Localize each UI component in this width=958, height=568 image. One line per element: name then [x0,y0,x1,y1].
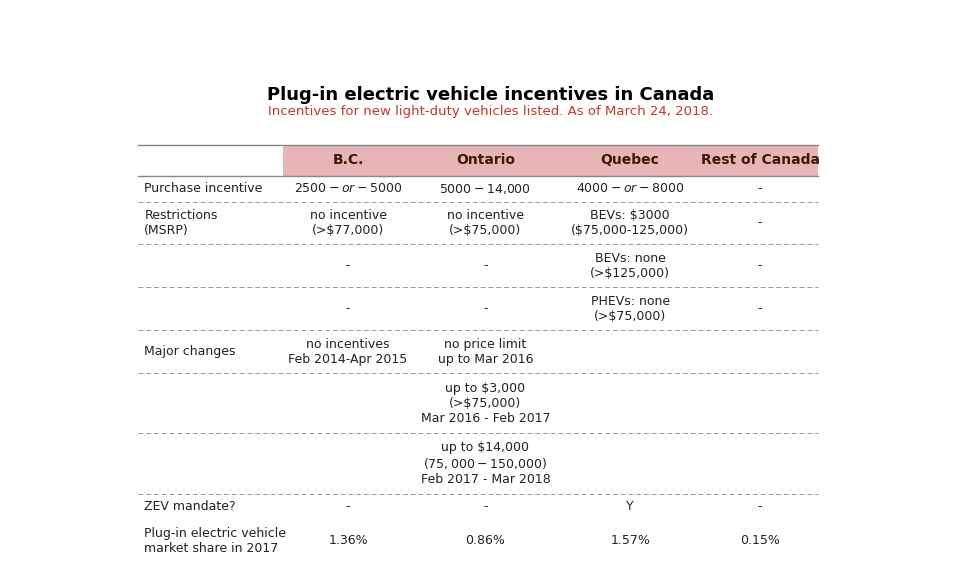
Text: Incentives for new light-duty vehicles listed. As of March 24, 2018.: Incentives for new light-duty vehicles l… [268,105,714,118]
Text: Ontario: Ontario [456,153,514,168]
Text: Restrictions
(MSRP): Restrictions (MSRP) [145,209,217,237]
Text: -: - [758,302,763,315]
Text: 0.86%: 0.86% [466,534,505,547]
Text: -: - [346,260,351,272]
Text: Y: Y [627,500,634,513]
Text: $2500 -or- $5000: $2500 -or- $5000 [294,182,402,195]
Text: no price limit
up to Mar 2016: no price limit up to Mar 2016 [438,337,534,366]
Text: BEVs: $3000
($75,000-125,000): BEVs: $3000 ($75,000-125,000) [571,209,689,237]
Text: PHEVs: none
(>$75,000): PHEVs: none (>$75,000) [591,295,670,323]
Text: -: - [758,500,763,513]
Text: -: - [483,500,488,513]
Text: Plug-in electric vehicle
market share in 2017: Plug-in electric vehicle market share in… [145,527,286,554]
Text: -: - [346,302,351,315]
Bar [284,145,817,176]
Text: BEVs: none
(>$125,000): BEVs: none (>$125,000) [590,252,671,280]
Text: no incentive
(>$75,000): no incentive (>$75,000) [446,209,524,237]
Text: -: - [483,302,488,315]
Text: $5000 - $14,000: $5000 - $14,000 [440,182,532,196]
Text: -: - [346,500,351,513]
Text: up to $3,000
(>$75,000)
Mar 2016 - Feb 2017: up to $3,000 (>$75,000) Mar 2016 - Feb 2… [421,382,550,425]
Text: -: - [758,216,763,229]
Text: ZEV mandate?: ZEV mandate? [145,500,236,513]
Text: 1.36%: 1.36% [329,534,368,547]
Text: 0.15%: 0.15% [741,534,780,547]
Text: no incentive
(>$77,000): no incentive (>$77,000) [309,209,387,237]
Text: 1.57%: 1.57% [610,534,650,547]
Text: B.C.: B.C. [332,153,364,168]
Text: up to $14,000
($75,000-$150,000)
Feb 2017 - Mar 2018: up to $14,000 ($75,000-$150,000) Feb 201… [421,441,550,486]
Text: -: - [758,260,763,272]
Text: -: - [483,260,488,272]
Text: Plug-in electric vehicle incentives in Canada: Plug-in electric vehicle incentives in C… [267,86,715,103]
Text: $4000 -or- $8000: $4000 -or- $8000 [576,182,684,195]
Text: Rest of Canada: Rest of Canada [700,153,820,168]
Text: Quebec: Quebec [601,153,660,168]
Text: -: - [758,182,763,195]
Text: Purchase incentive: Purchase incentive [145,182,262,195]
Text: Major changes: Major changes [145,345,236,358]
Text: no incentives
Feb 2014-Apr 2015: no incentives Feb 2014-Apr 2015 [288,337,408,366]
